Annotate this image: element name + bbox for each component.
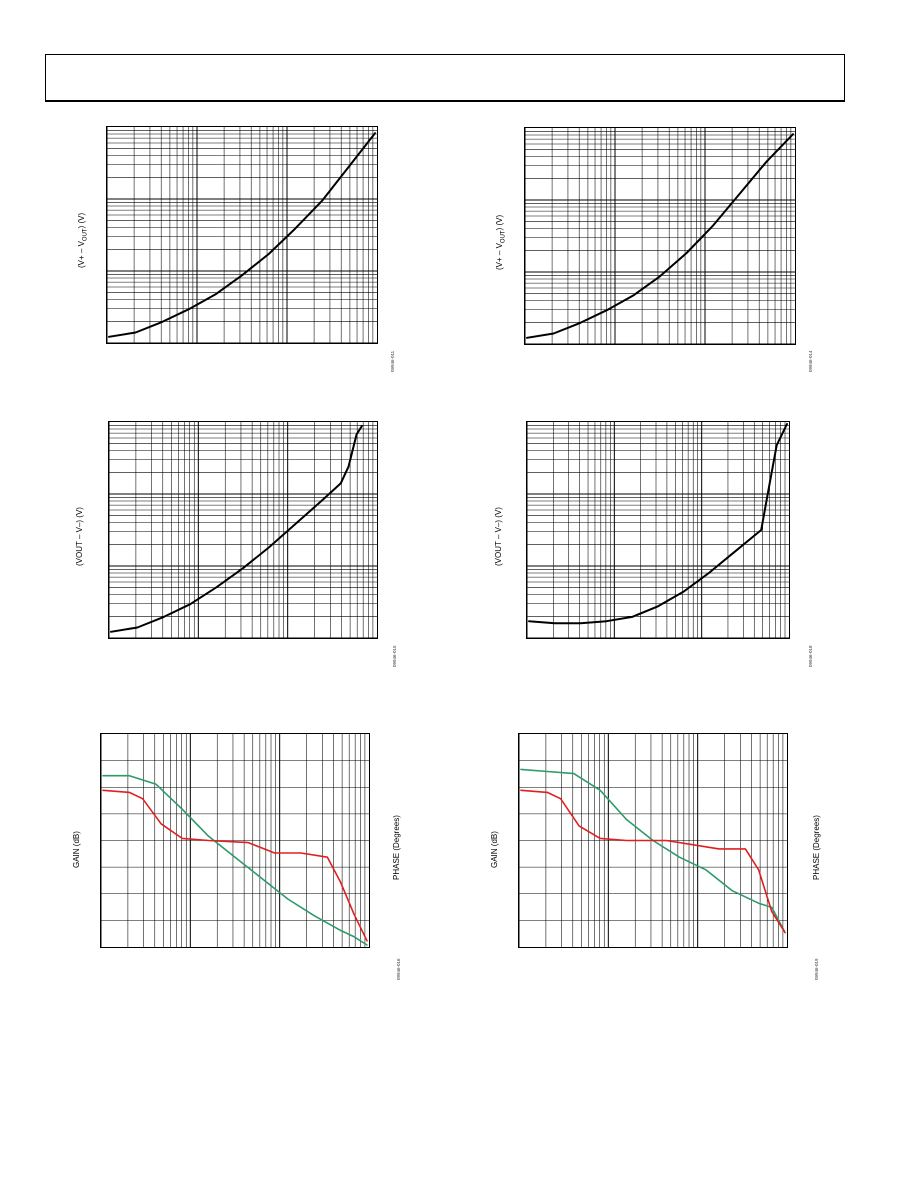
chart-c6-plot-area bbox=[518, 733, 788, 948]
chart-c1-figure-id: 09946-011 bbox=[390, 350, 395, 372]
c2-svg bbox=[109, 422, 377, 638]
c6-svg bbox=[519, 734, 787, 947]
c2-grid bbox=[109, 422, 377, 638]
c1-grid bbox=[107, 127, 377, 343]
c5-grid bbox=[527, 422, 789, 638]
chart-c3-ylabel: GAIN (dB) bbox=[72, 831, 81, 868]
chart-c1-plot-area bbox=[106, 126, 378, 344]
page-header-box bbox=[45, 54, 845, 102]
c3-svg bbox=[101, 734, 369, 947]
chart-c5-ylabel: (VOUT – V–) (V) bbox=[494, 507, 503, 566]
chart-c5-figure-id: 09946-018 bbox=[808, 645, 813, 667]
chart-c4-figure-id: 09946-014 bbox=[808, 350, 813, 372]
c5-svg bbox=[527, 422, 789, 638]
c6-series-1-line bbox=[520, 789, 786, 934]
chart-c6-figure-id: 09946-019 bbox=[814, 958, 819, 980]
c2-series-0-line bbox=[110, 425, 363, 633]
chart-c3-figure-id: 09946-016 bbox=[396, 958, 401, 980]
chart-c2-ylabel: (VOUT – V–) (V) bbox=[75, 507, 84, 566]
chart-c1-ylabel: (V+ – VOUT) (V) bbox=[77, 212, 89, 268]
chart-c2-figure-id: 09946-015 bbox=[392, 645, 397, 667]
c4-series-0-line bbox=[526, 133, 794, 339]
c6-series-0-line bbox=[520, 768, 786, 934]
chart-c3-plot-area bbox=[100, 733, 370, 948]
chart-c6-y2label: PHASE (Degrees) bbox=[812, 815, 821, 880]
chart-c3-y2label: PHASE (Degrees) bbox=[392, 815, 401, 880]
c4-svg bbox=[525, 128, 795, 344]
c3-grid bbox=[101, 734, 369, 947]
chart-c4-ylabel: (V+ – VOUT) (V) bbox=[495, 214, 507, 270]
c3-series-0-line bbox=[102, 774, 368, 946]
chart-c4-plot-area bbox=[524, 127, 796, 345]
c3-series-1-line bbox=[102, 789, 368, 942]
c6-grid bbox=[519, 734, 787, 947]
chart-c6-ylabel: GAIN (dB) bbox=[490, 831, 499, 868]
c1-svg bbox=[107, 127, 377, 343]
c5-series-0-line bbox=[528, 423, 788, 625]
c1-series-0-line bbox=[108, 132, 376, 338]
chart-c5-plot-area bbox=[526, 421, 790, 639]
c4-grid bbox=[525, 128, 795, 344]
chart-c2-plot-area bbox=[108, 421, 378, 639]
